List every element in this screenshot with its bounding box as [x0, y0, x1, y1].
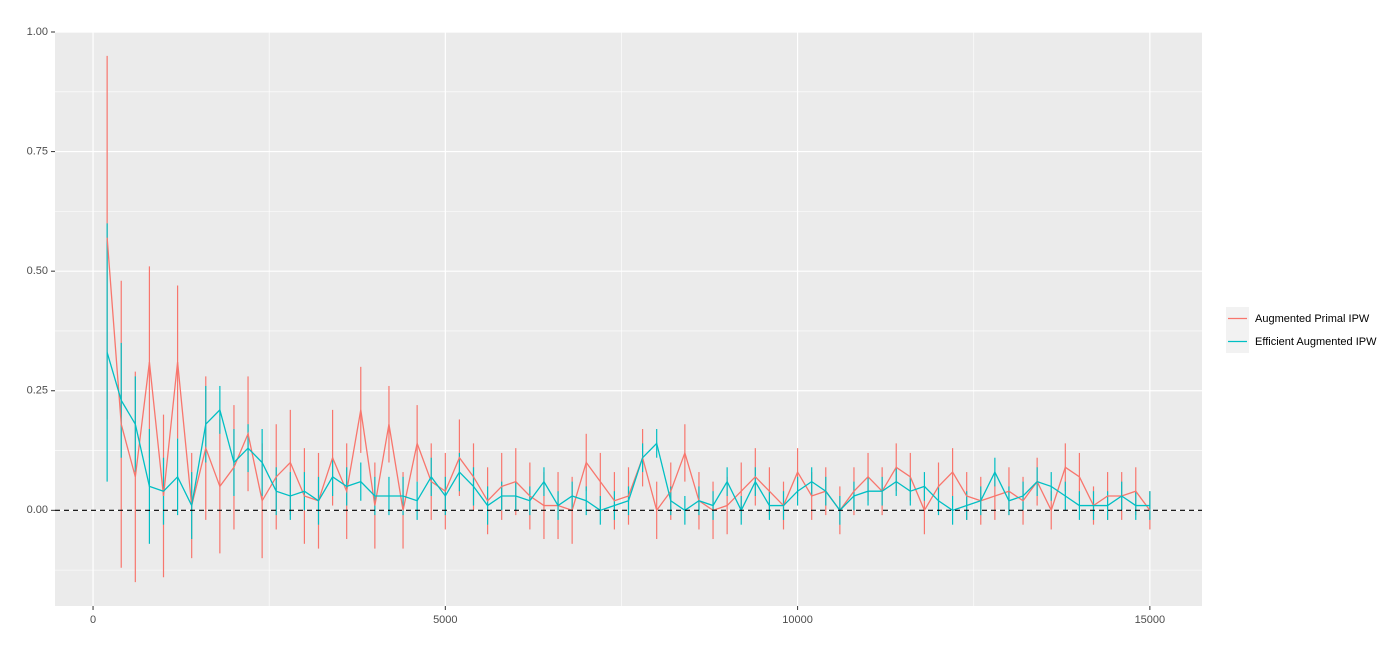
legend: Augmented Primal IPW Efficient Augmented … — [1226, 307, 1377, 353]
x-tick-label: 15000 — [1135, 614, 1166, 626]
series-line — [106, 352, 1150, 512]
y-tick-label: 1.00 — [27, 26, 48, 38]
legend-label: Augmented Primal IPW — [1255, 313, 1370, 325]
y-tick-label: 0.00 — [27, 504, 48, 516]
y-tick-label: 0.50 — [27, 265, 48, 277]
legend-label: Efficient Augmented IPW — [1255, 336, 1377, 348]
marks — [55, 55, 1202, 583]
x-tick-label: 0 — [90, 614, 96, 626]
axes: 0 5000 10000 15000 0.00 0.25 0.50 0.75 1.00 — [27, 26, 1166, 626]
y-tick-label: 0.25 — [27, 385, 48, 397]
x-tick-label: 10000 — [782, 614, 813, 626]
y-tick-label: 0.75 — [27, 145, 48, 157]
x-tick-label: 5000 — [433, 614, 457, 626]
series-line — [106, 237, 1151, 513]
